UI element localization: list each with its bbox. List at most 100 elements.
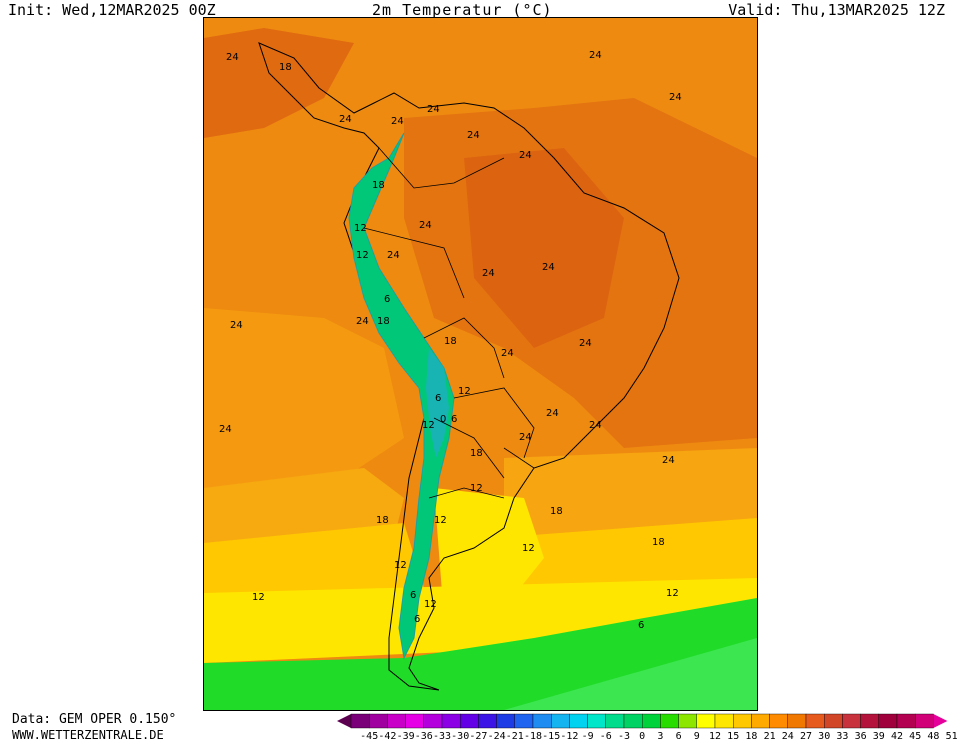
legend-swatch	[878, 713, 898, 729]
map-title: 2m Temperatur (°C)	[372, 1, 553, 19]
legend-swatch	[459, 713, 479, 729]
contour-label: 18	[444, 336, 457, 347]
altiplano-cold	[426, 348, 449, 458]
contour-label: 18	[470, 448, 483, 459]
legend-swatch	[478, 713, 497, 729]
legend-tick-label: 6	[676, 731, 682, 741]
legend-tick-label: 21	[764, 731, 776, 741]
init-time: Init: Wed,12MAR2025 00Z	[8, 1, 216, 19]
contour-label: 12	[522, 543, 535, 554]
legend-swatch	[387, 713, 406, 729]
contour-label: 0	[440, 414, 446, 425]
legend-tick-label: 0	[639, 731, 645, 741]
contour-label: 18	[376, 515, 389, 526]
legend-tick-label: 48	[927, 731, 939, 741]
contour-label: 12	[252, 592, 265, 603]
contour-label: 12	[458, 386, 471, 397]
temperature-map: 24 18 24 24 24 24 24 24 24 18 24 12 12 2…	[203, 17, 758, 711]
legend-tick-label: 42	[891, 731, 903, 741]
legend-tick-label: -6	[600, 731, 612, 741]
legend-tick-label: 3	[657, 731, 663, 741]
contour-label: 6	[451, 414, 457, 425]
legend-swatch	[623, 713, 643, 729]
website-credit: WWW.WETTERZENTRALE.DE	[12, 728, 164, 742]
legend-tick-label: 33	[836, 731, 848, 741]
contour-label: 6	[638, 620, 644, 631]
legend-tick-label: -45	[360, 731, 378, 741]
legend-swatch	[824, 713, 843, 729]
valid-time: Valid: Thu,13MAR2025 12Z	[728, 1, 945, 19]
legend-tick-label: -21	[506, 731, 524, 741]
legend-swatch	[587, 713, 607, 729]
legend-tick-label: -42	[378, 731, 396, 741]
contour-label: 24	[519, 432, 532, 443]
legend-tick-label: 9	[694, 731, 700, 741]
legend-swatch	[569, 713, 588, 729]
legend-swatch	[805, 713, 825, 729]
contour-label: 24	[427, 104, 440, 115]
legend-swatch	[733, 713, 752, 729]
legend-tick-label: -39	[397, 731, 415, 741]
legend-tick-label: -33	[433, 731, 451, 741]
legend-swatch	[532, 713, 552, 729]
contour-label: 12	[356, 250, 369, 261]
contour-label: 6	[384, 294, 390, 305]
contour-label: 24	[219, 424, 232, 435]
legend-tick-label: 39	[873, 731, 885, 741]
contour-label: 24	[519, 150, 532, 161]
contour-label: 18	[652, 537, 665, 548]
contour-label: 24	[419, 220, 432, 231]
legend-swatch	[350, 713, 370, 729]
contour-label: 24	[387, 250, 400, 261]
legend-swatches	[337, 713, 948, 729]
contour-label: 24	[339, 114, 352, 125]
pacific-18-zone	[204, 523, 424, 603]
legend-tick-label: 45	[909, 731, 921, 741]
contour-label: 18	[279, 62, 292, 73]
contour-label: 24	[356, 316, 369, 327]
pacific-cooler-zone	[204, 308, 404, 488]
legend-swatch	[441, 713, 461, 729]
contour-label: 12	[354, 223, 367, 234]
legend-tick-label: -12	[560, 731, 578, 741]
contour-label: 12	[422, 420, 435, 431]
contour-label: 18	[377, 316, 390, 327]
contour-label: 24	[501, 348, 514, 359]
continent-outline	[258, 42, 680, 691]
legend-tick-label: -9	[582, 731, 594, 741]
legend-tick-label: -3	[618, 731, 630, 741]
legend-tick-label: -27	[469, 731, 487, 741]
data-source: Data: GEM OPER 0.150°	[12, 712, 177, 727]
legend-swatch	[751, 713, 770, 729]
contour-label: 12	[424, 599, 437, 610]
contour-label: 12	[394, 560, 407, 571]
legend-swatch	[405, 713, 424, 729]
legend-swatch	[714, 713, 734, 729]
hottest-interior	[464, 148, 624, 348]
contour-label: 24	[391, 116, 404, 127]
contour-label: 24	[589, 420, 602, 431]
legend-tick-label: 51	[946, 731, 958, 741]
map-canvas: 24 18 24 24 24 24 24 24 24 18 24 12 12 2…	[204, 18, 757, 710]
legend-tick-label: 27	[800, 731, 812, 741]
legend-swatch	[496, 713, 516, 729]
legend-swatch	[642, 713, 661, 729]
legend-swatch	[678, 713, 698, 729]
contour-label: 6	[410, 590, 416, 601]
legend-swatch	[787, 713, 807, 729]
contour-label: 24	[230, 320, 243, 331]
legend-swatch	[423, 713, 443, 729]
legend-tick-label: 15	[727, 731, 739, 741]
southern-ocean-light	[504, 638, 757, 710]
legend-swatch	[696, 713, 716, 729]
country-borders	[363, 147, 535, 499]
contour-label: 24	[546, 408, 559, 419]
legend-swatch	[660, 713, 679, 729]
legend-arrow-right	[933, 714, 948, 728]
contour-label: 12	[470, 483, 483, 494]
contour-label: 24	[542, 262, 555, 273]
legend-swatch	[896, 713, 916, 729]
legend-tick-label: -36	[415, 731, 433, 741]
legend-swatch	[915, 713, 934, 729]
color-legend: -45 -42 -39 -36 -33 -30 -27 -24 -21 -18 -15 -12 -9 -6…	[337, 713, 958, 741]
